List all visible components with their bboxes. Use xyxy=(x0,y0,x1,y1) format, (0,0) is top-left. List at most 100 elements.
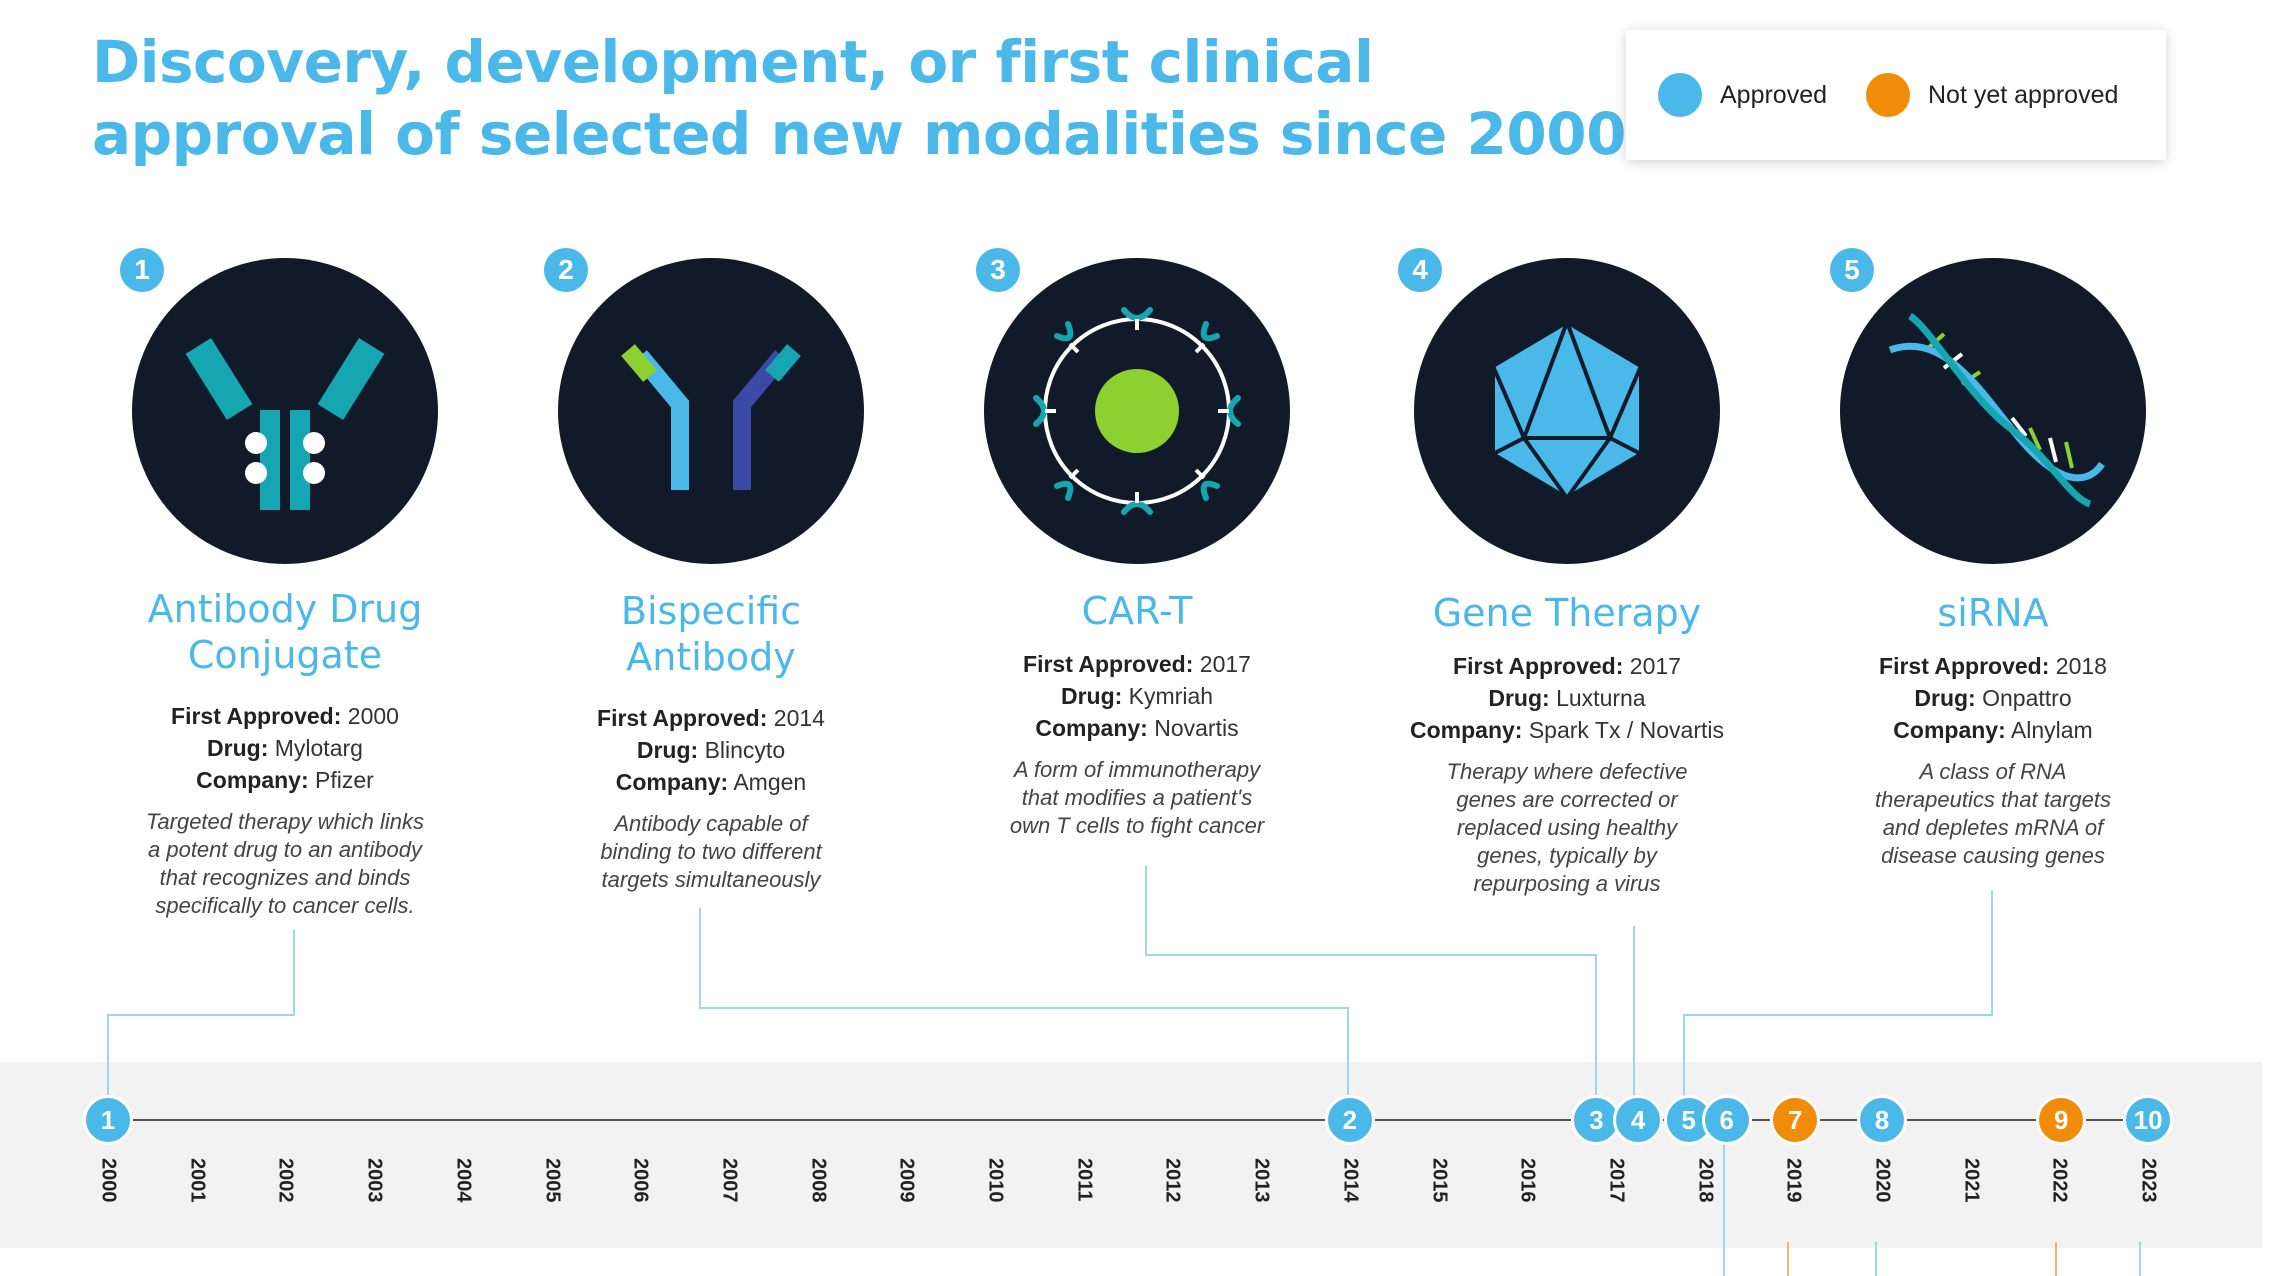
year-label: 2023 xyxy=(2128,1158,2168,1218)
company-label: Company: xyxy=(1410,717,1523,743)
year-label: 2010 xyxy=(975,1158,1015,1218)
first-approved-label: First Approved: xyxy=(1023,651,1194,677)
year-label-text: 2019 xyxy=(1782,1158,1805,1203)
year-label: 2021 xyxy=(1951,1158,1991,1218)
year-label-text: 2001 xyxy=(186,1158,209,1203)
timeline-marker-2: 2 xyxy=(1324,1095,1375,1145)
timeline-marker-3: 3 xyxy=(1571,1095,1622,1145)
card-number-badge: 2 xyxy=(544,248,588,292)
card-description: A form of immunotherapy that modifies a … xyxy=(922,756,1352,840)
desc-line: A form of immunotherapy xyxy=(1013,757,1261,782)
year-label: 2011 xyxy=(1064,1158,1104,1218)
card-text: Antibody Drug Conjugate First Approved: … xyxy=(70,586,500,920)
connector-marker-6 xyxy=(1723,1142,1725,1276)
desc-line: replaced using healthy xyxy=(1456,815,1678,840)
legend-item-not-approved: Not yet approved xyxy=(1866,30,2118,160)
timeline-marker-4: 4 xyxy=(1613,1095,1664,1145)
year-label: 2000 xyxy=(88,1158,128,1218)
first-approved-value: 2018 xyxy=(2055,653,2107,679)
year-label: 2002 xyxy=(265,1158,305,1218)
card-text: Bispecific Antibody First Approved: 2014… xyxy=(496,588,926,894)
desc-line: therapeutics that targets xyxy=(1874,787,2112,812)
first-approved-value: 2000 xyxy=(347,703,399,729)
company-value: Amgen xyxy=(733,769,807,795)
card-number-badge: 3 xyxy=(976,248,1020,292)
first-approved-label: First Approved: xyxy=(171,703,342,729)
first-approved-value: 2017 xyxy=(1629,653,1681,679)
card-description: Therapy where defective genes are correc… xyxy=(1352,758,1782,898)
year-label: 2004 xyxy=(443,1158,483,1218)
year-label: 2014 xyxy=(1330,1158,1370,1218)
legend-label-not-approved: Not yet approved xyxy=(1928,80,2119,109)
title-line-1: Discovery, development, or first clinica… xyxy=(92,28,1374,96)
year-label-text: 2006 xyxy=(629,1158,652,1203)
card-title-line: Conjugate xyxy=(187,633,383,677)
desc-line: disease causing genes xyxy=(1881,843,2105,868)
first-approved-value: 2014 xyxy=(773,705,825,731)
year-label-text: 2008 xyxy=(807,1158,830,1203)
connector-card-5 xyxy=(1683,890,1993,1098)
company-value: Novartis xyxy=(1154,715,1239,741)
desc-line: own T cells to fight cancer xyxy=(1009,813,1265,838)
card-meta: First Approved: 2018 Drug: Onpattro Comp… xyxy=(1778,650,2208,746)
drug-value: Luxturna xyxy=(1556,685,1646,711)
legend: Approved Not yet approved xyxy=(1626,30,2166,160)
company-value: Spark Tx / Novartis xyxy=(1528,717,1724,743)
approved-dot-icon xyxy=(1658,73,1702,117)
antibody-drug-conjugate-icon xyxy=(132,258,438,564)
year-label: 2020 xyxy=(1862,1158,1902,1218)
desc-line: genes, typically by xyxy=(1477,843,1657,868)
year-label: 2007 xyxy=(709,1158,749,1218)
viral-capsid-icon xyxy=(1414,258,1720,564)
year-label-text: 2015 xyxy=(1428,1158,1450,1203)
car-t-cell-icon xyxy=(984,258,1290,564)
year-label-text: 2016 xyxy=(1516,1158,1539,1203)
first-approved-value: 2017 xyxy=(1199,651,1251,677)
year-label: 2008 xyxy=(798,1158,838,1218)
year-label: 2019 xyxy=(1773,1158,1813,1218)
card-number-badge: 4 xyxy=(1398,248,1442,292)
timeline-marker-9: 9 xyxy=(2036,1095,2087,1145)
drug-value: Onpattro xyxy=(1982,685,2072,711)
desc-line: Antibody capable of xyxy=(614,811,808,836)
year-label-text: 2014 xyxy=(1339,1158,1362,1203)
legend-label-approved: Approved xyxy=(1720,80,1828,109)
year-label-text: 2021 xyxy=(1960,1158,1983,1203)
year-label: 2013 xyxy=(1241,1158,1281,1218)
timeline-marker-8: 8 xyxy=(1857,1095,1907,1145)
card-bispecific-antibody: 2 Bispecific Antibody First Approved: 20… xyxy=(496,0,926,900)
desc-line: targets simultaneously xyxy=(601,867,821,892)
card-meta: First Approved: 2017 Drug: Kymriah Compa… xyxy=(922,648,1352,744)
timeline-marker-7: 7 xyxy=(1770,1095,1821,1145)
rna-helix-icon xyxy=(1840,258,2146,564)
desc-line: binding to two different xyxy=(600,839,822,864)
year-label-text: 2003 xyxy=(363,1158,386,1203)
card-meta: First Approved: 2000 Drug: Mylotarg Comp… xyxy=(70,700,500,796)
card-title-line: Antibody xyxy=(626,635,796,679)
company-value: Alnylam xyxy=(2010,717,2093,743)
drug-label: Drug: xyxy=(636,737,699,763)
card-description: Targeted therapy which links a potent dr… xyxy=(70,808,500,920)
card-antibody-drug-conjugate: 1 Antibody Drug Conjugate First Approved… xyxy=(70,0,500,918)
year-label-text: 2017 xyxy=(1605,1158,1628,1203)
card-gene-therapy: 4 Gene Therapy First Approved: 2017 Drug… xyxy=(1352,0,1782,900)
year-label-text: 2018 xyxy=(1694,1158,1717,1203)
card-title: Bispecific Antibody xyxy=(496,588,926,680)
desc-line: genes are corrected or xyxy=(1456,787,1678,812)
desc-line: Therapy where defective xyxy=(1446,759,1688,784)
page-title: Discovery, development, or first clinica… xyxy=(92,26,1626,170)
card-number-badge: 1 xyxy=(120,248,164,292)
year-label-text: 2011 xyxy=(1073,1158,1096,1202)
year-label-text: 2020 xyxy=(1871,1158,1894,1203)
year-label: 2016 xyxy=(1507,1158,1547,1218)
company-label: Company: xyxy=(196,767,309,793)
desc-line: that recognizes and binds xyxy=(159,865,411,890)
company-label: Company: xyxy=(1893,717,2006,743)
timeline-marker-1: 1 xyxy=(83,1095,133,1145)
year-label-text: 2022 xyxy=(2048,1158,2071,1203)
card-title: siRNA xyxy=(1778,590,2208,636)
year-label: 2017 xyxy=(1596,1158,1636,1218)
timeline-marker-6: 6 xyxy=(1701,1095,1752,1145)
year-label-text: 2010 xyxy=(984,1158,1007,1203)
bispecific-antibody-icon xyxy=(558,258,864,564)
